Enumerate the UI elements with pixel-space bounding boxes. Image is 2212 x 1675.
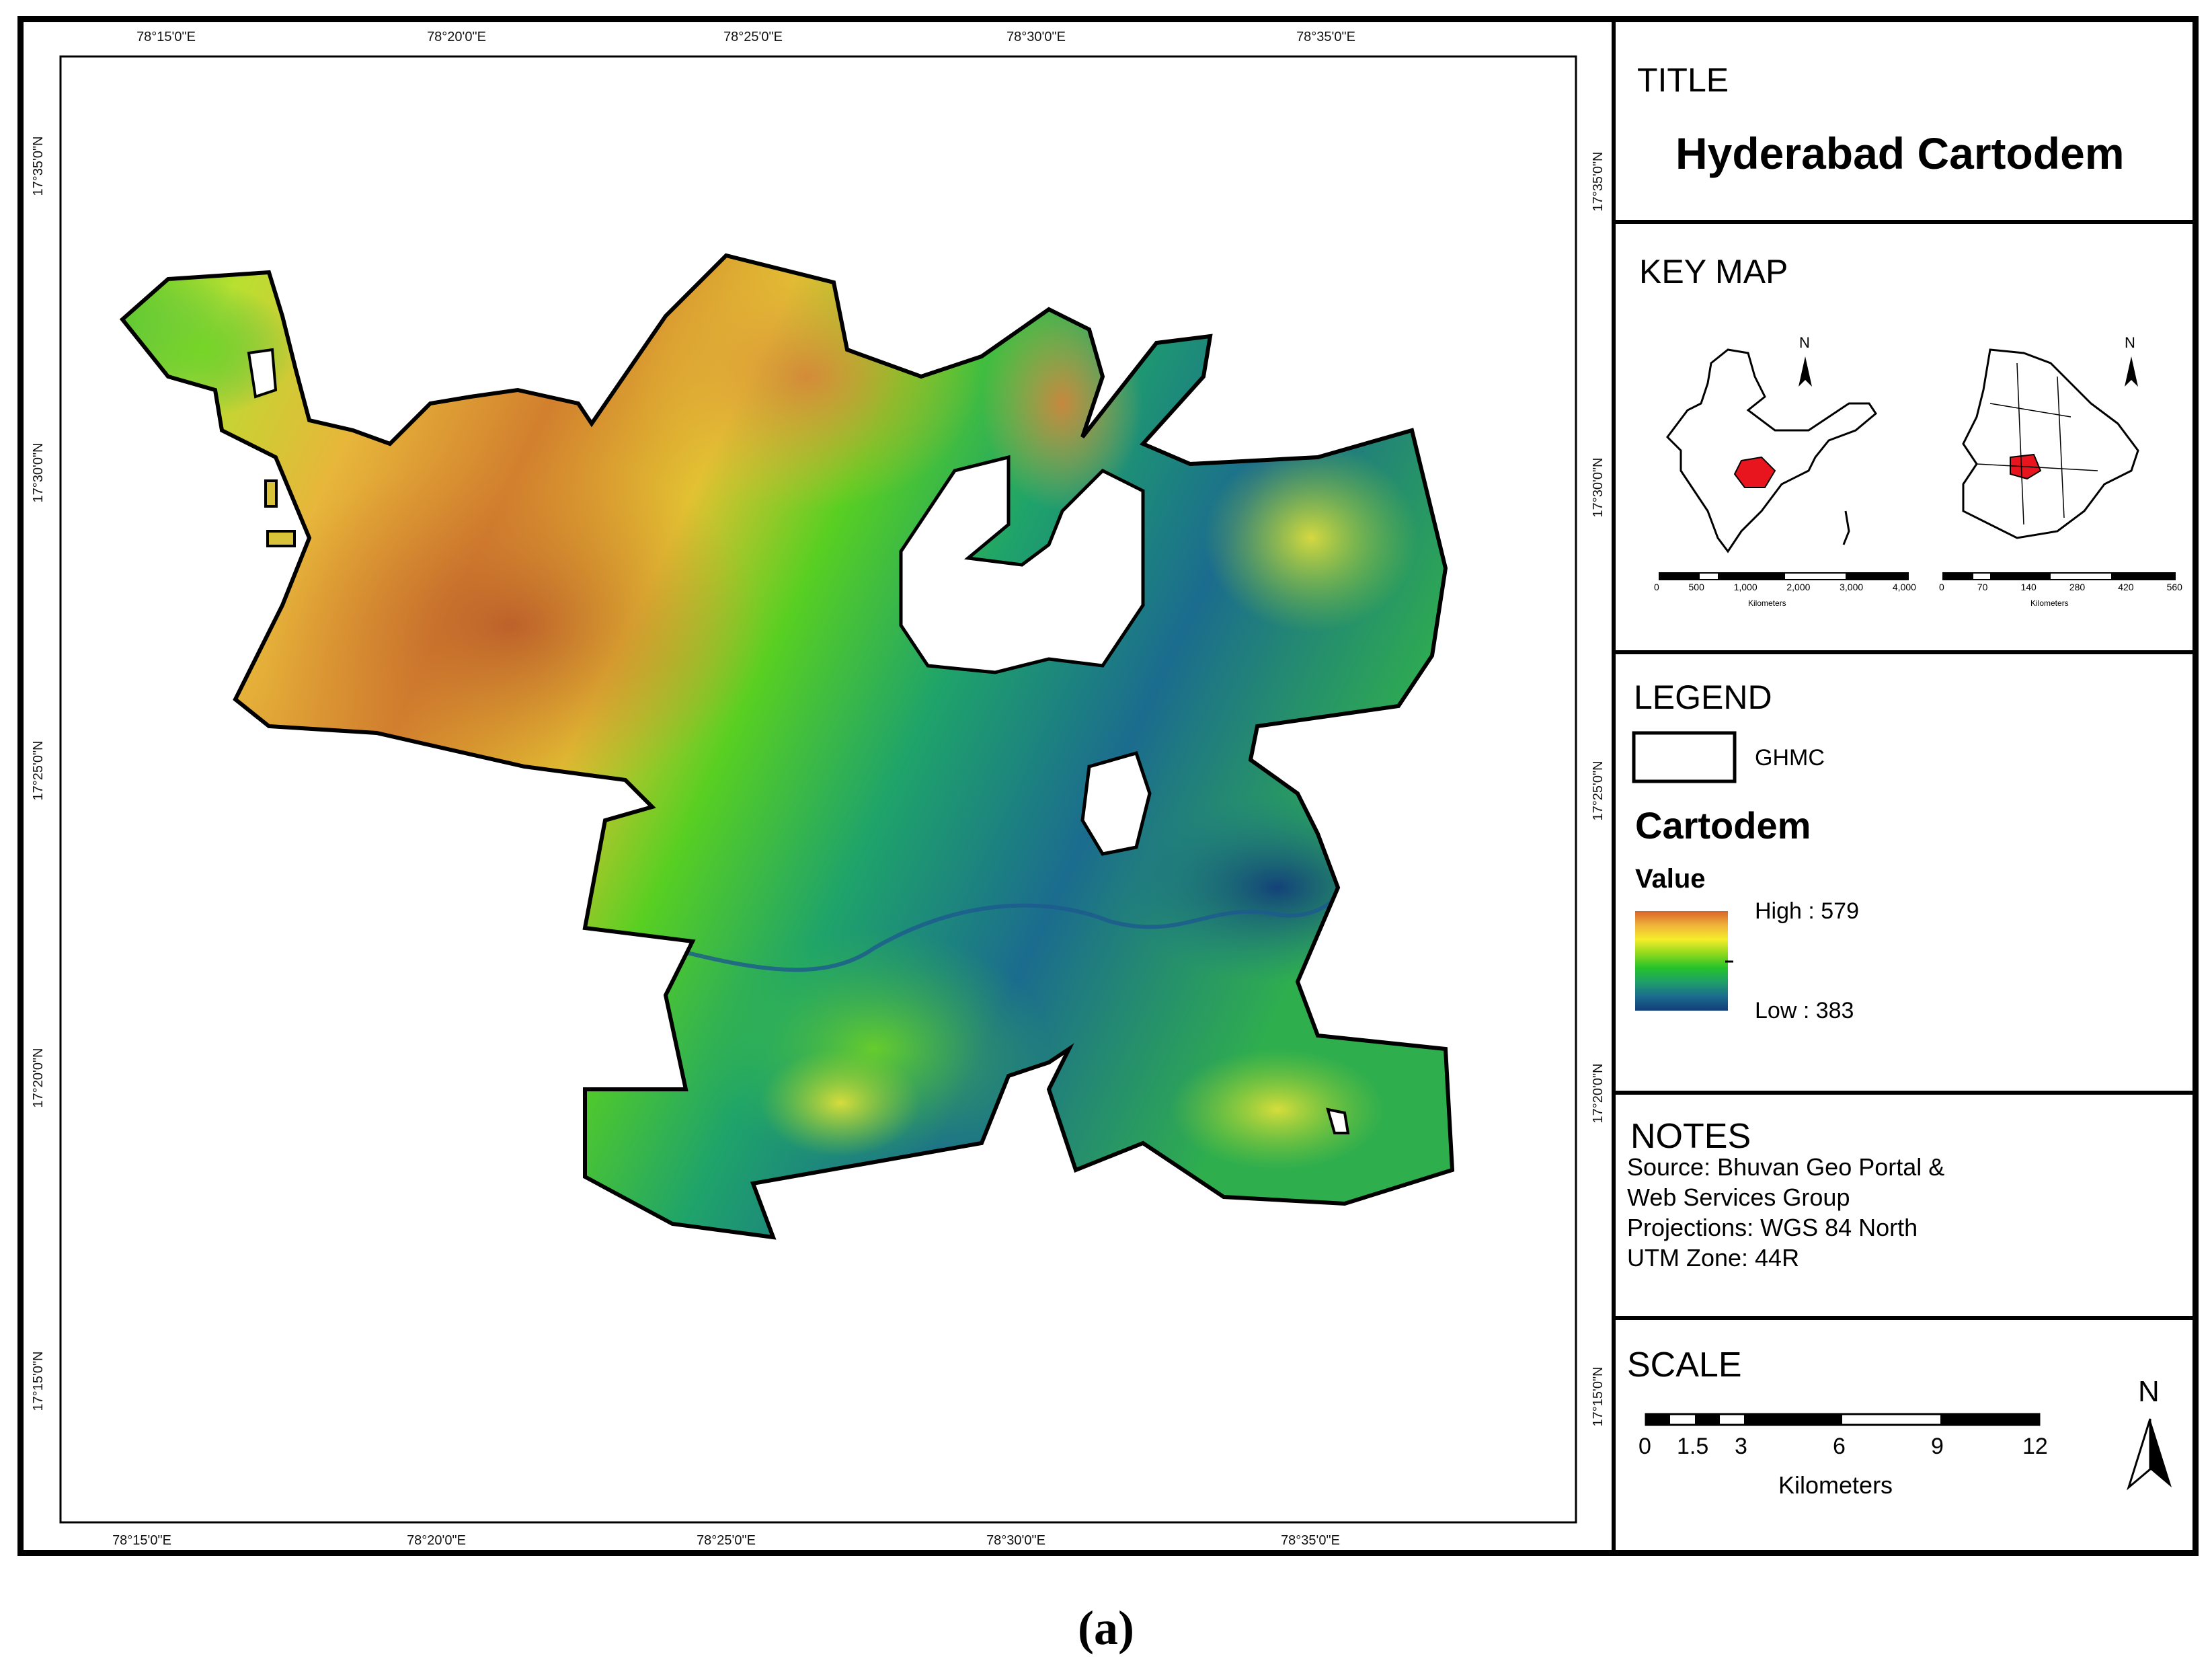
map-title: Hyderabad Cartodem — [1675, 128, 2125, 178]
ghmc-boundary — [119, 253, 1455, 1240]
graticule-left-label: 17°25'0"N — [31, 740, 46, 801]
north-label: N — [2138, 1375, 2160, 1408]
india-scale-bar — [1659, 572, 1909, 580]
legend-heading: LEGEND — [1634, 678, 1772, 716]
notes-line: Projections: WGS 84 North — [1627, 1214, 1918, 1241]
scale-tick-label: 12 — [2022, 1434, 2048, 1459]
excluded-area-north — [899, 455, 1145, 674]
scale-tick-label: 1.5 — [1677, 1434, 1709, 1459]
low-value-label: Low : 383 — [1755, 998, 1854, 1023]
graticule-left-label: 17°15'0"N — [31, 1351, 46, 1411]
graticule-right-label: 17°20'0"N — [1591, 1063, 1606, 1124]
graticule-bottom-label: 78°30'0"E — [986, 1533, 1045, 1548]
graticule-bottom-label: 78°20'0"E — [407, 1533, 466, 1548]
ghmc-legend-label: GHMC — [1755, 745, 1825, 771]
high-value-label: High : 579 — [1755, 898, 1859, 924]
color-ramp-bar — [1635, 911, 1728, 1011]
layer-title: Cartodem — [1635, 804, 1811, 847]
graticule-right-label: 17°15'0"N — [1591, 1366, 1606, 1427]
notes-line: Source: Bhuvan Geo Portal & — [1627, 1153, 1945, 1181]
india-scale-ticks: 0 500 1,000 2,000 3,000 4,000 — [1654, 582, 1916, 592]
scale-unit: Kilometers — [1778, 1471, 1893, 1499]
map-scale-bar — [1645, 1413, 2041, 1426]
notes-text: Source: Bhuvan Geo Portal & Web Services… — [1627, 1152, 1944, 1273]
graticule-right-label: 17°35'0"N — [1591, 151, 1606, 212]
graticule-left-label: 17°35'0"N — [31, 136, 46, 196]
dem-color-ramp — [1635, 911, 1728, 1011]
graticule-right-label: 17°30'0"N — [1591, 457, 1606, 518]
india-scale-unit: Kilometers — [1748, 598, 1786, 608]
value-label: Value — [1635, 864, 1706, 894]
graticule-bottom-label: 78°25'0"E — [697, 1533, 756, 1548]
india-key-map — [1666, 348, 1877, 553]
excluded-area-lake — [1080, 750, 1152, 856]
graticule-left-label: 17°20'0"N — [31, 1048, 46, 1108]
title-heading: TITLE — [1637, 61, 1729, 99]
north-arrow-icon — [2127, 1418, 2172, 1491]
excluded-area-east — [1326, 1107, 1350, 1134]
notes-line: Web Services Group — [1627, 1183, 1850, 1211]
figure-caption: (a) — [1078, 1601, 1134, 1655]
graticule-top-label: 78°25'0"E — [723, 30, 783, 44]
india-north-label: N — [1799, 334, 1810, 351]
scale-tick-label: 6 — [1833, 1434, 1846, 1459]
notes-line: UTM Zone: 44R — [1627, 1244, 1800, 1272]
graticule-right-label: 17°25'0"N — [1591, 761, 1606, 821]
scale-heading: SCALE — [1627, 1346, 1742, 1385]
telangana-scale-unit: Kilometers — [2030, 598, 2069, 608]
notes-heading: NOTES — [1630, 1117, 1751, 1156]
excluded-area-west — [247, 348, 278, 399]
graticule-bottom-label: 78°35'0"E — [1281, 1533, 1340, 1548]
telangana-scale-ticks: 0 70 140 280 420 560 — [1939, 582, 2182, 592]
graticule-top-label: 78°20'0"E — [427, 30, 486, 44]
ghmc-legend-swatch — [1632, 731, 1737, 783]
scale-tick-label: 0 — [1638, 1434, 1651, 1459]
telangana-north-arrow — [2125, 356, 2138, 387]
scale-tick-label: 9 — [1931, 1434, 1944, 1459]
india-north-arrow — [1799, 356, 1812, 387]
scale-tick-label: 3 — [1735, 1434, 1747, 1459]
map-frame — [17, 16, 2199, 1556]
key-map-heading: KEY MAP — [1639, 253, 1788, 290]
telangana-key-map — [1962, 348, 2139, 539]
graticule-left-label: 17°30'0"N — [31, 442, 46, 503]
graticule-top-label: 78°30'0"E — [1006, 30, 1066, 44]
graticule-bottom-label: 78°15'0"E — [112, 1533, 171, 1548]
telangana-north-label: N — [2125, 334, 2135, 351]
telangana-scale-bar — [1942, 572, 2176, 580]
graticule-top-label: 78°35'0"E — [1296, 30, 1355, 44]
graticule-top-label: 78°15'0"E — [136, 30, 196, 44]
